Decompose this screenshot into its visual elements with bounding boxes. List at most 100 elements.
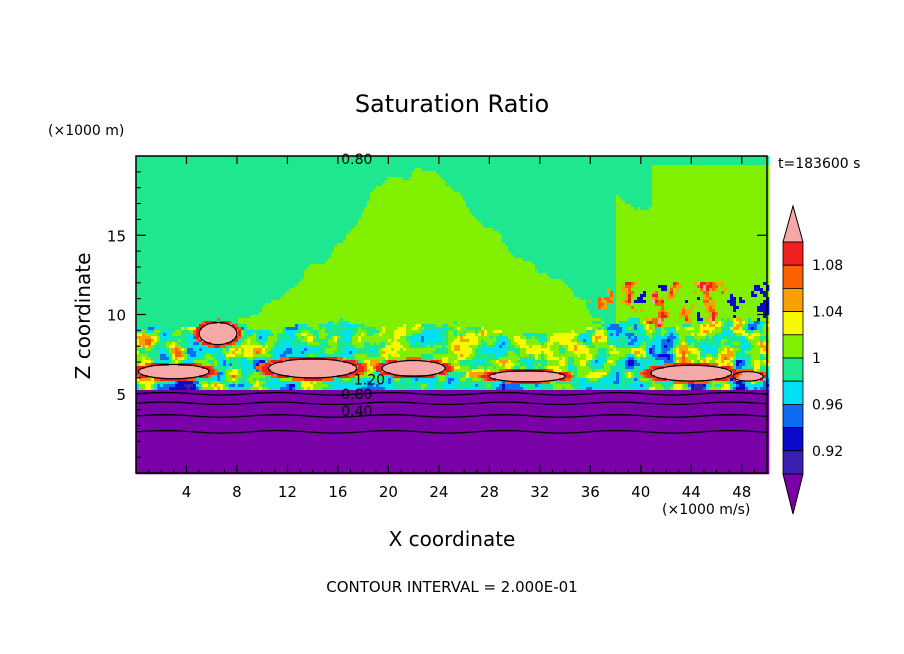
heatmap-cell (520, 210, 524, 214)
heatmap-cell (385, 159, 389, 163)
heatmap-cell (643, 195, 647, 199)
heatmap-cell (523, 219, 527, 223)
heatmap-cell (223, 204, 227, 208)
heatmap-cell (754, 162, 758, 166)
heatmap-cell (499, 222, 503, 226)
heatmap-cell (724, 186, 728, 190)
heatmap-cell (712, 180, 716, 184)
heatmap-cell (421, 171, 425, 175)
heatmap-cell (592, 165, 596, 169)
heatmap-cell (664, 207, 668, 211)
heatmap-cell (646, 183, 650, 187)
heatmap-cell (727, 186, 731, 190)
heatmap-cell (271, 195, 275, 199)
heatmap-cell (157, 198, 161, 202)
heatmap-cell (235, 210, 239, 214)
heatmap-cell (532, 186, 536, 190)
heatmap-cell (400, 219, 404, 223)
heatmap-cell (658, 168, 662, 172)
heatmap-cell (724, 222, 728, 226)
heatmap-cell (493, 183, 497, 187)
heatmap-cell (373, 222, 377, 226)
heatmap-cell (553, 177, 557, 181)
heatmap-cell (226, 156, 230, 160)
heatmap-cell (223, 225, 227, 229)
heatmap-cell (442, 186, 446, 190)
heatmap-cell (259, 198, 263, 202)
heatmap-cell (256, 192, 260, 196)
heatmap-cell (244, 216, 248, 220)
heatmap-cell (349, 201, 353, 205)
heatmap-cell (148, 192, 152, 196)
heatmap-cell (181, 219, 185, 223)
heatmap-cell (493, 222, 497, 226)
heatmap-cell (202, 177, 206, 181)
heatmap-cell (520, 168, 524, 172)
heatmap-cell (538, 189, 542, 193)
heatmap-cell (223, 198, 227, 202)
heatmap-cell (583, 201, 587, 205)
heatmap-cell (256, 177, 260, 181)
heatmap-cell (493, 180, 497, 184)
heatmap-cell (436, 168, 440, 172)
heatmap-cell (343, 201, 347, 205)
heatmap-cell (232, 225, 236, 229)
heatmap-cell (670, 201, 674, 205)
heatmap-cell (253, 174, 257, 178)
heatmap-cell (649, 219, 653, 223)
heatmap-cell (433, 201, 437, 205)
heatmap-cell (334, 222, 338, 226)
heatmap-cell (541, 201, 545, 205)
heatmap-cell (205, 201, 209, 205)
heatmap-cell (304, 186, 308, 190)
heatmap-cell (211, 207, 215, 211)
heatmap-cell (544, 189, 548, 193)
heatmap-cell (205, 189, 209, 193)
heatmap-cell (136, 225, 140, 229)
heatmap-cell (643, 183, 647, 187)
heatmap-cell (148, 171, 152, 175)
heatmap-cell (631, 201, 635, 205)
heatmap-cell (391, 156, 395, 160)
heatmap-cell (364, 168, 368, 172)
heatmap-cell (550, 168, 554, 172)
heatmap-cell (247, 162, 251, 166)
heatmap-cell (337, 159, 341, 163)
heatmap-cell (577, 177, 581, 181)
heatmap-cell (724, 195, 728, 199)
heatmap-cell (757, 180, 761, 184)
heatmap-cell (613, 174, 617, 178)
heatmap-cell (448, 180, 452, 184)
heatmap-cell (499, 189, 503, 193)
heatmap-cell (724, 216, 728, 220)
heatmap-cell (376, 159, 380, 163)
heatmap-cell (544, 192, 548, 196)
heatmap-cell (673, 213, 677, 217)
heatmap-cell (487, 168, 491, 172)
heatmap-cell (526, 174, 530, 178)
heatmap-cell (625, 216, 629, 220)
heatmap-cell (373, 198, 377, 202)
heatmap-cell (496, 219, 500, 223)
heatmap-cell (142, 156, 146, 160)
heatmap-cell (526, 222, 530, 226)
heatmap-cell (154, 195, 158, 199)
heatmap-cell (700, 201, 704, 205)
heatmap-cell (286, 213, 290, 217)
heatmap-cell (163, 210, 167, 214)
heatmap-cell (184, 183, 188, 187)
heatmap-cell (478, 171, 482, 175)
heatmap-cell (682, 159, 686, 163)
heatmap-cell (595, 156, 599, 160)
heatmap-cell (262, 219, 266, 223)
heatmap-cell (202, 162, 206, 166)
heatmap-cell (166, 195, 170, 199)
heatmap-cell (418, 168, 422, 172)
heatmap-cell (226, 213, 230, 217)
heatmap-cell (520, 183, 524, 187)
heatmap-cell (148, 168, 152, 172)
heatmap-cell (559, 189, 563, 193)
heatmap-cell (325, 204, 329, 208)
heatmap-cell (664, 216, 668, 220)
heatmap-cell (586, 201, 590, 205)
